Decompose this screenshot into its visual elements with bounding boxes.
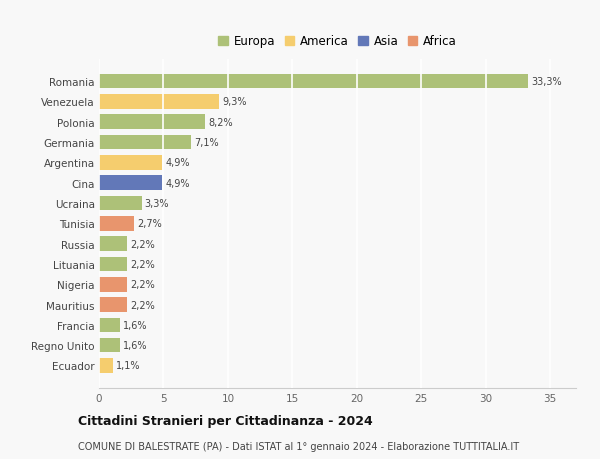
Bar — [99, 358, 113, 373]
Bar — [99, 217, 134, 231]
Bar — [99, 156, 162, 170]
Text: 3,3%: 3,3% — [145, 198, 169, 208]
Bar — [99, 95, 219, 109]
Bar — [99, 277, 127, 292]
Bar — [99, 115, 205, 130]
Text: 4,9%: 4,9% — [166, 178, 190, 188]
Text: Cittadini Stranieri per Cittadinanza - 2024: Cittadini Stranieri per Cittadinanza - 2… — [78, 414, 373, 428]
Bar — [99, 196, 142, 211]
Text: COMUNE DI BALESTRATE (PA) - Dati ISTAT al 1° gennaio 2024 - Elaborazione TUTTITA: COMUNE DI BALESTRATE (PA) - Dati ISTAT a… — [78, 441, 519, 451]
Bar — [99, 135, 191, 150]
Bar — [99, 338, 119, 353]
Bar — [99, 176, 162, 190]
Bar — [99, 297, 127, 312]
Text: 2,2%: 2,2% — [131, 300, 155, 310]
Text: 4,9%: 4,9% — [166, 158, 190, 168]
Bar — [99, 75, 528, 89]
Text: 2,7%: 2,7% — [137, 219, 162, 229]
Bar — [99, 237, 127, 252]
Text: 7,1%: 7,1% — [194, 138, 218, 148]
Legend: Europa, America, Asia, Africa: Europa, America, Asia, Africa — [216, 33, 459, 50]
Text: 33,3%: 33,3% — [532, 77, 562, 87]
Text: 8,2%: 8,2% — [208, 118, 233, 128]
Text: 1,6%: 1,6% — [123, 341, 148, 350]
Bar — [99, 318, 119, 332]
Text: 9,3%: 9,3% — [222, 97, 247, 107]
Text: 2,2%: 2,2% — [131, 239, 155, 249]
Text: 1,1%: 1,1% — [116, 361, 141, 370]
Text: 2,2%: 2,2% — [131, 259, 155, 269]
Text: 1,6%: 1,6% — [123, 320, 148, 330]
Bar — [99, 257, 127, 272]
Text: 2,2%: 2,2% — [131, 280, 155, 290]
